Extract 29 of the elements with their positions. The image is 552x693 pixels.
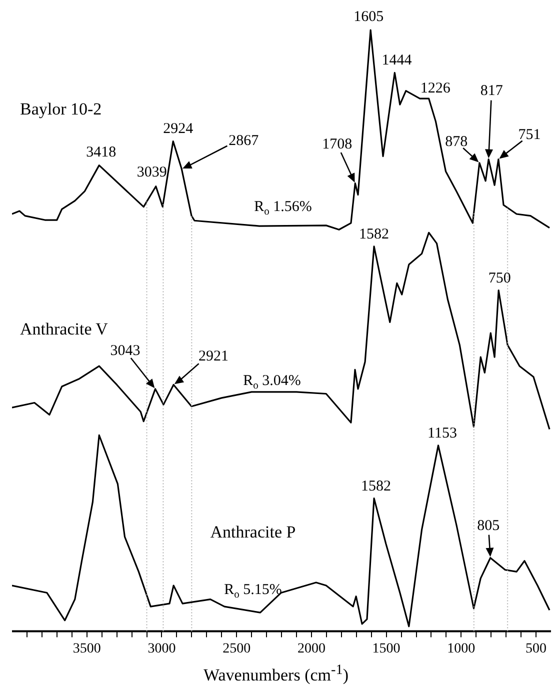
annotation: 750 [488,270,511,286]
annotation: 1444 [382,52,412,69]
annotation: 1605 [354,8,384,25]
x-tick-label: 1000 [447,641,476,656]
x-axis-title: Wavenumbers (cm$^{-1}$) [202,662,350,686]
annotation: 2867 [228,132,260,149]
x-tick-label: 2500 [222,641,251,656]
x-tick-label: 500 [526,641,547,656]
x-tick-label: 1500 [372,641,400,656]
annotation: 878 [445,134,468,150]
x-tick-label: 3000 [148,641,176,656]
annotation: 1153 [428,425,457,442]
annotation: 2921 [198,348,229,365]
annotation: 817 [480,83,504,100]
text: Baylor 10-2 [20,99,102,118]
annotation: 3418 [86,144,116,160]
annotation: 751 [518,127,541,144]
text: Anthracite P [210,522,296,542]
x-tick-label: 3500 [72,641,101,656]
annotation: 1582 [361,478,392,494]
series-label: Anthracite V [20,319,109,338]
annotation: 3039 [136,164,167,180]
annotation: 2924 [163,121,194,138]
x-tick-label: 2000 [297,641,326,656]
annotation: 1582 [359,226,390,242]
annotation: 3043 [110,342,140,359]
annotation: 805 [477,518,500,534]
annotation: 1708 [322,136,352,152]
annotation: 1226 [420,80,451,97]
